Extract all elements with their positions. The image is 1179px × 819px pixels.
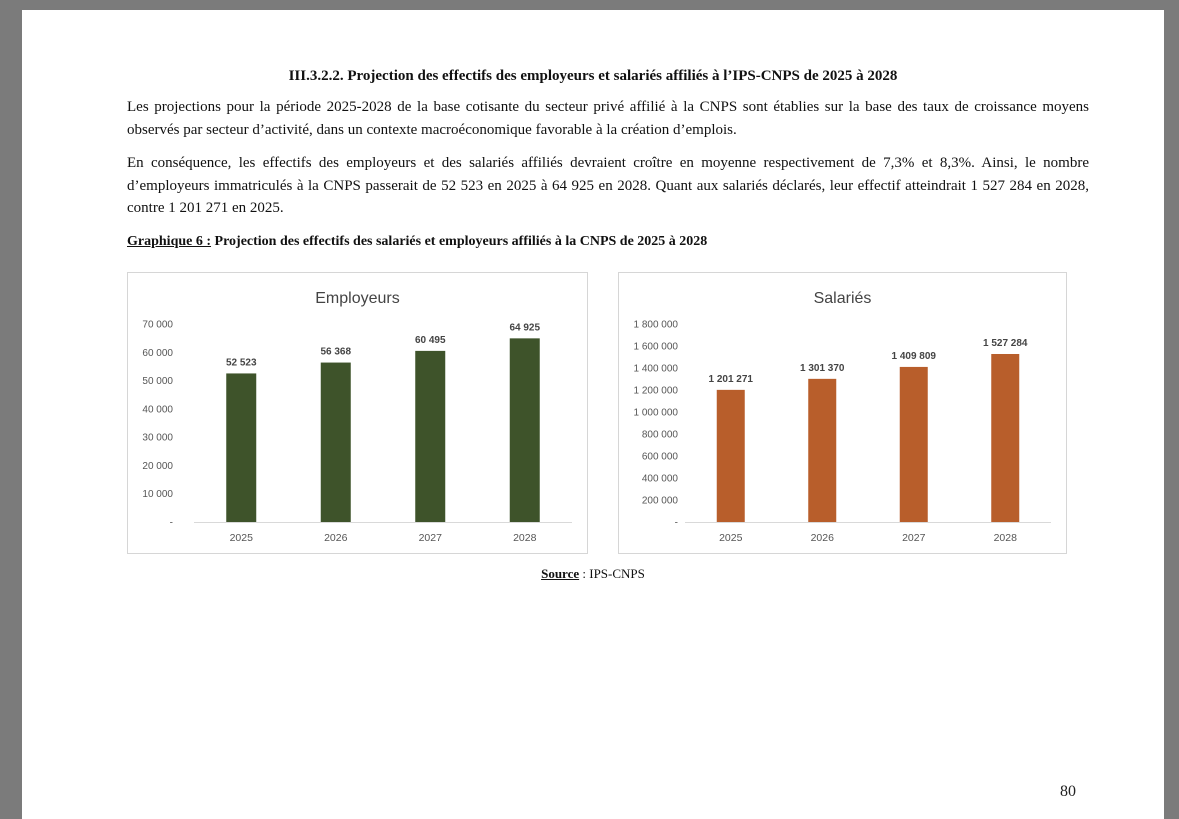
employeurs-data-label: 64 925 bbox=[509, 322, 540, 333]
employeurs-y-tick-label: 60 000 bbox=[142, 348, 173, 359]
paragraph-consequence: En conséquence, les effectifs des employ… bbox=[127, 155, 1089, 216]
salaries-y-tick-label: 800 000 bbox=[642, 430, 679, 441]
employeurs-bar bbox=[415, 350, 446, 522]
salaries-y-tick-label: - bbox=[675, 518, 678, 529]
figure-source: Source : IPS-CNPS bbox=[22, 566, 1164, 582]
employeurs-x-tick-label: 2025 bbox=[230, 532, 254, 544]
employeurs-y-tick-label: 20 000 bbox=[142, 461, 173, 472]
page-number: 80 bbox=[1060, 783, 1076, 800]
figure-caption: Graphique 6 : Projection des effectifs d… bbox=[127, 234, 707, 250]
salaries-y-tick-label: 1 400 000 bbox=[634, 364, 679, 375]
employeurs-bar bbox=[509, 338, 540, 522]
employeurs-data-label: 56 368 bbox=[320, 347, 351, 358]
salaries-data-label: 1 201 271 bbox=[709, 374, 754, 385]
employeurs-y-tick-label: 50 000 bbox=[142, 376, 173, 387]
employeurs-data-label: 52 523 bbox=[226, 357, 257, 368]
employeurs-y-tick-label: 70 000 bbox=[142, 320, 173, 331]
salaries-data-label: 1 301 370 bbox=[800, 363, 845, 374]
source-label: Source bbox=[541, 566, 580, 581]
salaries-chart-box: Salariés - 200 000 400 000 600 000 800 000 1 0… bbox=[618, 272, 1067, 554]
employeurs-chart-box: Employeurs - 10 000 20 000 30 000 40 000 50 00… bbox=[127, 272, 588, 554]
salaries-data-label: 1 409 809 bbox=[892, 351, 937, 362]
salaries-bar bbox=[991, 353, 1020, 522]
employeurs-chart: Employeurs - 10 000 20 000 30 000 40 000 50 00… bbox=[142, 290, 572, 544]
employeurs-data-label: 60 495 bbox=[415, 335, 446, 346]
employeurs-y-tick-label: 30 000 bbox=[142, 433, 173, 444]
paragraph-intro: Les projections pour la période 2025-202… bbox=[127, 99, 1089, 138]
salaries-x-tick-label: 2026 bbox=[811, 532, 835, 544]
employeurs-y-tick-label: 40 000 bbox=[142, 404, 173, 415]
salaries-y-tick-label: 1 000 000 bbox=[634, 408, 679, 419]
employeurs-y-tick-label: 10 000 bbox=[142, 489, 173, 500]
figure-caption-label: Graphique 6 : bbox=[127, 234, 212, 249]
salaries-x-tick-label: 2027 bbox=[902, 532, 926, 544]
salaries-y-tick-label: 200 000 bbox=[642, 496, 679, 507]
employeurs-x-tick-label: 2028 bbox=[513, 532, 537, 544]
salaries-x-tick-label: 2025 bbox=[719, 532, 743, 544]
salaries-y-tick-label: 400 000 bbox=[642, 474, 679, 485]
salaries-y-tick-label: 1 200 000 bbox=[634, 386, 679, 397]
salaries-y-tick-label: 1 600 000 bbox=[634, 342, 679, 353]
salaries-y-tick-label: 1 800 000 bbox=[634, 320, 679, 331]
employeurs-x-tick-label: 2026 bbox=[324, 532, 348, 544]
document-page: III.3.2.2. Projection des effectifs des … bbox=[22, 10, 1164, 819]
employeurs-chart-title: Employeurs bbox=[315, 290, 399, 307]
salaries-bar bbox=[808, 378, 837, 522]
salaries-bar bbox=[716, 389, 745, 522]
employeurs-bar bbox=[320, 362, 351, 522]
source-text: : IPS-CNPS bbox=[579, 566, 645, 581]
salaries-x-tick-label: 2028 bbox=[994, 532, 1018, 544]
employeurs-bar bbox=[226, 373, 257, 522]
employeurs-x-tick-label: 2027 bbox=[419, 532, 443, 544]
salaries-bar bbox=[899, 366, 928, 522]
section-heading: III.3.2.2. Projection des effectifs des … bbox=[288, 68, 898, 84]
salaries-chart-title: Salariés bbox=[814, 290, 872, 307]
employeurs-y-tick-label: - bbox=[170, 518, 173, 529]
figure-caption-text: Projection des effectifs des salariés et… bbox=[211, 234, 708, 249]
salaries-y-tick-label: 600 000 bbox=[642, 452, 679, 463]
salaries-data-label: 1 527 284 bbox=[983, 338, 1028, 349]
salaries-chart: Salariés - 200 000 400 000 600 000 800 000 1 0… bbox=[634, 290, 1051, 544]
